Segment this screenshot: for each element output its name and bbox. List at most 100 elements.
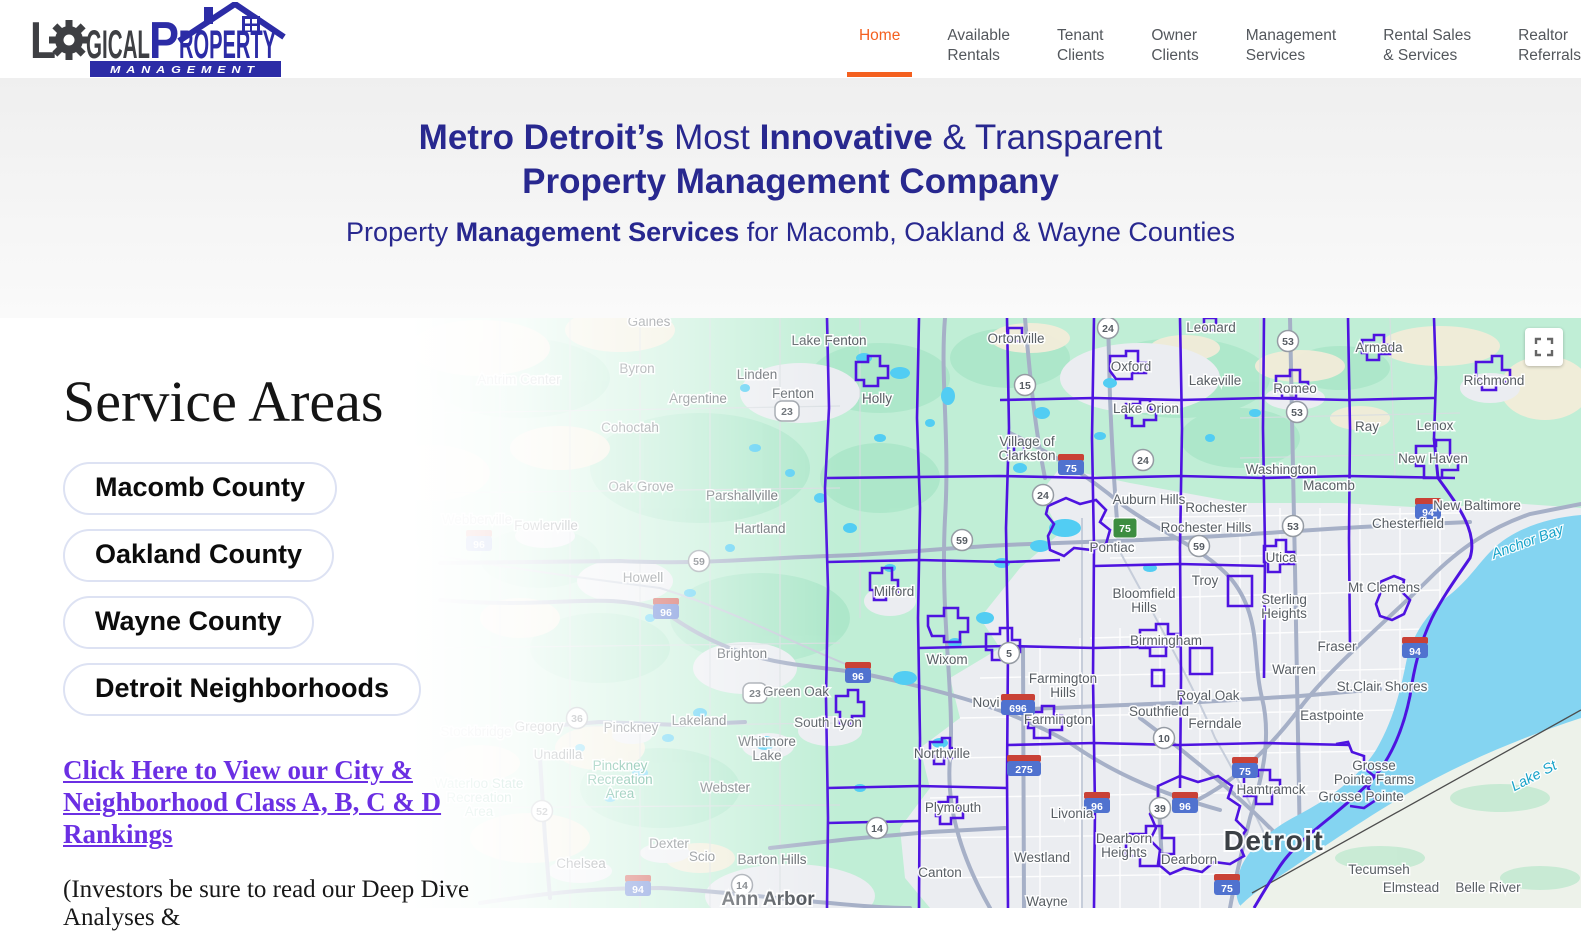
- hero-heading: Metro Detroit’s Most Innovative & Transp…: [0, 78, 1581, 204]
- map-label-canton: Canton: [918, 865, 962, 880]
- map-label-lake-fenton: Lake Fenton: [791, 333, 866, 348]
- nav-item-available-rentals[interactable]: Available Rentals: [947, 27, 1010, 65]
- map-label-scio: Scio: [689, 849, 715, 864]
- map-label-utica: Utica: [1266, 550, 1297, 565]
- svg-text:75: 75: [1239, 766, 1251, 778]
- map-label-lakeville: Lakeville: [1189, 373, 1242, 388]
- svg-text:15: 15: [1019, 380, 1031, 392]
- hero-section: Metro Detroit’s Most Innovative & Transp…: [0, 78, 1581, 318]
- map-label-parshallville: Parshallville: [706, 488, 778, 503]
- route-shield-94: 94: [625, 875, 651, 896]
- map-label-farmington: Farmington: [1024, 712, 1092, 727]
- map-label-sterling-heights: Sterling Heights: [1261, 592, 1307, 621]
- hero-reg-1: Most: [674, 118, 760, 157]
- hero-reg-2: & Transparent: [932, 118, 1163, 157]
- svg-text:59: 59: [1193, 541, 1205, 553]
- button-oakland-county[interactable]: Oakland County: [63, 529, 335, 582]
- nav-item-rental-sales-services[interactable]: Rental Sales & Services: [1383, 27, 1472, 65]
- svg-text:94: 94: [1409, 646, 1421, 658]
- route-shield-24: 24: [1096, 318, 1120, 340]
- map-label-oxford: Oxford: [1111, 359, 1152, 374]
- map-label-southfield: Southfield: [1129, 704, 1189, 719]
- map-label-new-baltimore: New Baltimore: [1433, 498, 1521, 513]
- map-label-rochester: Rochester: [1185, 500, 1247, 515]
- route-shield-75: 75: [1214, 874, 1240, 895]
- map-label-westland: Westland: [1014, 850, 1070, 865]
- map-label-unadilla: Unadilla: [534, 747, 583, 762]
- svg-text:24: 24: [1102, 323, 1114, 335]
- map-label-wixom: Wixom: [926, 652, 967, 667]
- nav-item-management-services[interactable]: Management Services: [1245, 27, 1337, 65]
- map-label-webster: Webster: [700, 780, 751, 795]
- svg-text:36: 36: [571, 713, 583, 725]
- investors-note: (Investors be sure to read our Deep Dive…: [63, 876, 470, 931]
- nav-item-owner-clients[interactable]: Owner Clients: [1151, 27, 1199, 65]
- route-shield-23: 23: [774, 400, 800, 422]
- map-label-ann-arbor: Ann Arbor: [721, 889, 815, 908]
- map-label-brighton: Brighton: [717, 646, 767, 661]
- logo-banner-text: MANAGEMENT: [110, 64, 260, 76]
- map-label-rochester-hills: Rochester Hills: [1161, 520, 1252, 535]
- svg-text:75: 75: [1221, 883, 1233, 895]
- button-detroit-neighborhoods[interactable]: Detroit Neighborhoods: [63, 663, 421, 716]
- map-label-linden: Linden: [737, 367, 778, 382]
- map-label-armada: Armada: [1355, 340, 1403, 355]
- service-area-map-section: 23 15 24 53 53 24 24 75 94 94 59 59 59 53 75 96 96 96 96 96…: [0, 318, 1581, 931]
- svg-text:275: 275: [1015, 764, 1033, 776]
- sub-bold: Management Services: [455, 217, 740, 247]
- route-shield-59: 59: [687, 549, 711, 573]
- hero-bold-2: Innovative: [759, 118, 933, 157]
- svg-text:23: 23: [781, 406, 793, 418]
- button-wayne-county[interactable]: Wayne County: [63, 596, 314, 649]
- company-logo[interactable]: L GICAL P ROPERTY: [28, 2, 286, 78]
- map-label-barton-hills: Barton Hills: [737, 852, 806, 867]
- map-label-grosse-pointe: Grosse Pointe: [1318, 789, 1404, 804]
- gear-icon: [49, 20, 89, 60]
- logo-letter-p: P: [149, 12, 179, 70]
- service-areas-panel: Service Areas Macomb County Oakland Coun…: [63, 318, 533, 932]
- hero-line2: Property Management Company: [522, 162, 1059, 201]
- button-macomb-county[interactable]: Macomb County: [63, 462, 338, 515]
- svg-text:5: 5: [1006, 648, 1012, 660]
- map-label-lakeland: Lakeland: [672, 713, 727, 728]
- map-label-dearborn: Dearborn: [1161, 852, 1217, 867]
- svg-text:96: 96: [660, 607, 672, 619]
- map-label-auburn-hills: Auburn Hills: [1113, 492, 1186, 507]
- route-shield-24: 24: [1031, 483, 1055, 507]
- nav-item-realtor-referrals[interactable]: Realtor Referrals: [1518, 27, 1581, 65]
- map-label-pontiac: Pontiac: [1089, 540, 1134, 555]
- route-shield-53: 53: [1285, 400, 1309, 424]
- map-label-plymouth: Plymouth: [925, 800, 981, 815]
- map-label-livonia: Livonia: [1051, 806, 1094, 821]
- fullscreen-button[interactable]: [1525, 328, 1563, 366]
- svg-text:53: 53: [1287, 521, 1299, 533]
- main-nav: Home Available Rentals Tenant Clients Ow…: [846, 0, 1581, 104]
- map-label-dearborn-heights: Dearborn Heights: [1096, 831, 1152, 860]
- map-label-new-haven: New Haven: [1398, 451, 1468, 466]
- rankings-link[interactable]: Click Here to View our City & Neighborho…: [63, 755, 442, 849]
- svg-text:10: 10: [1158, 733, 1170, 745]
- route-shield-5: 5: [997, 641, 1021, 665]
- map-label-chelsea: Chelsea: [556, 856, 606, 871]
- logo-banner: [90, 61, 281, 77]
- map-label-northville: Northville: [914, 746, 970, 761]
- map-label-byron: Byron: [619, 361, 654, 376]
- nav-item-tenant-clients[interactable]: Tenant Clients: [1056, 27, 1105, 65]
- svg-text:59: 59: [693, 556, 705, 568]
- route-shield-14: 14: [865, 816, 889, 840]
- svg-text:96: 96: [852, 671, 864, 683]
- svg-text:96: 96: [1179, 801, 1191, 813]
- nav-item-home[interactable]: Home: [846, 26, 913, 78]
- map-label-holly: Holly: [862, 391, 892, 406]
- map-label-green-oak: Green Oak: [763, 684, 829, 699]
- route-shield-52: 52: [530, 799, 554, 823]
- svg-text:24: 24: [1037, 490, 1049, 502]
- map-label-macomb: Macomb: [1303, 478, 1355, 493]
- map-label-fraser: Fraser: [1317, 639, 1357, 654]
- map-label-gaines: Gaines: [628, 318, 671, 329]
- map-label-novi: Novi: [972, 695, 999, 710]
- map-label-ray: Ray: [1355, 419, 1379, 434]
- route-shield-36: 36: [565, 706, 589, 730]
- map-label-fenton: Fenton: [772, 386, 814, 401]
